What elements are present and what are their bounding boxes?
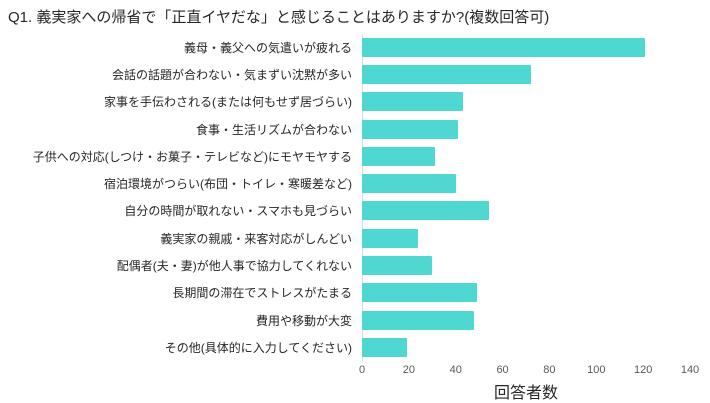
chart-row: 自分の時間が取れない・スマホも見づらい [0,197,710,224]
category-label: その他(具体的に入力してください) [0,339,362,356]
bar-track [362,256,690,275]
bar [362,256,432,275]
bar-chart: 義母・義父への気遣いが疲れる会話の話題が合わない・気まずい沈黙が多い家事を手伝わ… [0,34,710,403]
bar [362,229,418,248]
bar [362,311,474,330]
x-tick-label: 100 [587,364,605,376]
chart-row: 長期間の滞在でストレスがたまる [0,279,710,306]
bar [362,147,435,166]
chart-row: 子供への対応(しつけ・お菓子・テレビなど)にモヤモヤする [0,143,710,170]
category-label: 配偶者(夫・妻)が他人事で協力してくれない [0,257,362,274]
category-label: 長期間の滞在でストレスがたまる [0,284,362,301]
chart-rows: 義母・義父への気遣いが疲れる会話の話題が合わない・気まずい沈黙が多い家事を手伝わ… [0,34,710,362]
x-tick-label: 120 [634,364,652,376]
chart-row: 配偶者(夫・妻)が他人事で協力してくれない [0,252,710,279]
chart-row: その他(具体的に入力してください) [0,334,710,361]
bar [362,92,463,111]
chart-row: 会話の話題が合わない・気まずい沈黙が多い [0,61,710,88]
category-label: 宿泊環境がつらい(布団・トイレ・寒暖差など) [0,175,362,192]
bar-track [362,147,690,166]
bar-track [362,174,690,193]
category-label: 義実家の親戚・来客対応がしんどい [0,230,362,247]
chart-row: 費用や移動が大変 [0,306,710,333]
chart-row: 義母・義父への気遣いが疲れる [0,34,710,61]
x-tick-label: 140 [681,364,699,376]
bar-track [362,65,690,84]
x-tick-label: 0 [359,364,365,376]
chart-row: 食事・生活リズムが合わない [0,115,710,142]
bar-track [362,311,690,330]
x-tick-label: 60 [496,364,508,376]
category-label: 費用や移動が大変 [0,312,362,329]
bar-track [362,38,690,57]
bar [362,120,458,139]
chart-row: 家事を手伝わされる(または何もせず居づらい) [0,88,710,115]
bar-track [362,120,690,139]
x-axis-label: 回答者数 [362,377,690,403]
bar [362,201,489,220]
category-label: 家事を手伝わされる(または何もせず居づらい) [0,93,362,110]
category-label: 自分の時間が取れない・スマホも見づらい [0,202,362,219]
bar-track [362,201,690,220]
bar [362,338,407,357]
chart-title: Q1. 義実家への帰省で「正直イヤだな」と感じることはありますか?(複数回答可) [0,0,710,28]
chart-row: 義実家の親戚・来客対応がしんどい [0,225,710,252]
category-label: 義母・義父への気遣いが疲れる [0,39,362,56]
category-label: 会話の話題が合わない・気まずい沈黙が多い [0,66,362,83]
bar-track [362,229,690,248]
bar [362,174,456,193]
x-tick-label: 20 [403,364,415,376]
bar [362,65,531,84]
chart-row: 宿泊環境がつらい(布団・トイレ・寒暖差など) [0,170,710,197]
bar-track [362,92,690,111]
bar [362,38,645,57]
x-tick-label: 40 [450,364,462,376]
category-label: 食事・生活リズムが合わない [0,121,362,138]
x-tick-label: 80 [543,364,555,376]
bar-track [362,338,690,357]
category-label: 子供への対応(しつけ・お菓子・テレビなど)にモヤモヤする [0,148,362,165]
bar-track [362,283,690,302]
bar [362,283,477,302]
